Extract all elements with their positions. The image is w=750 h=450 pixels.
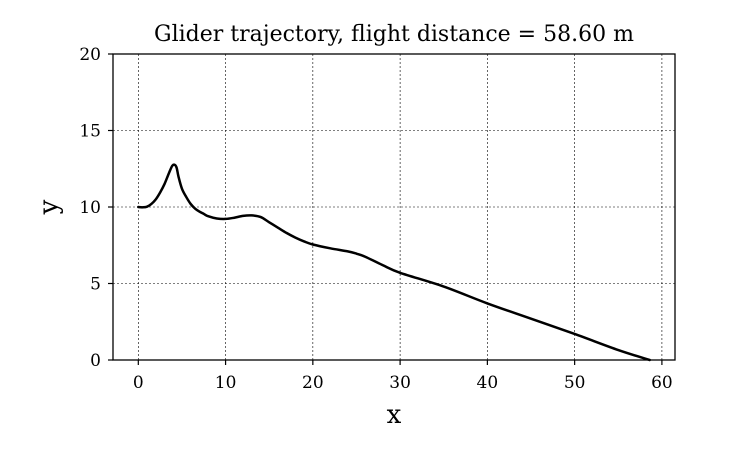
x-tick-label: 50 — [564, 373, 586, 393]
x-tick-label: 40 — [477, 373, 499, 393]
y-tick-label: 20 — [79, 45, 101, 65]
chart-title: Glider trajectory, flight distance = 58.… — [154, 22, 634, 47]
x-axis-label: x — [387, 400, 402, 430]
series-layer — [137, 163, 651, 362]
grid-layer — [113, 53, 675, 361]
plot-frame — [112, 53, 676, 361]
ticks-layer: 0 10 20 30 40 50 60 0 5 10 15 20 — [79, 45, 672, 393]
y-tick-label: 15 — [79, 122, 101, 142]
trajectory-line — [137, 163, 651, 362]
x-tick-label: 60 — [651, 373, 673, 393]
x-tick-label: 30 — [389, 373, 411, 393]
x-tick-label: 10 — [215, 373, 237, 393]
x-tick-label: 0 — [133, 373, 144, 393]
y-axis-label: y — [34, 199, 64, 215]
y-tick-label: 0 — [90, 351, 101, 371]
y-tick-label: 10 — [79, 198, 101, 218]
y-tick-label: 5 — [90, 275, 101, 295]
x-tick-label: 20 — [302, 373, 324, 393]
